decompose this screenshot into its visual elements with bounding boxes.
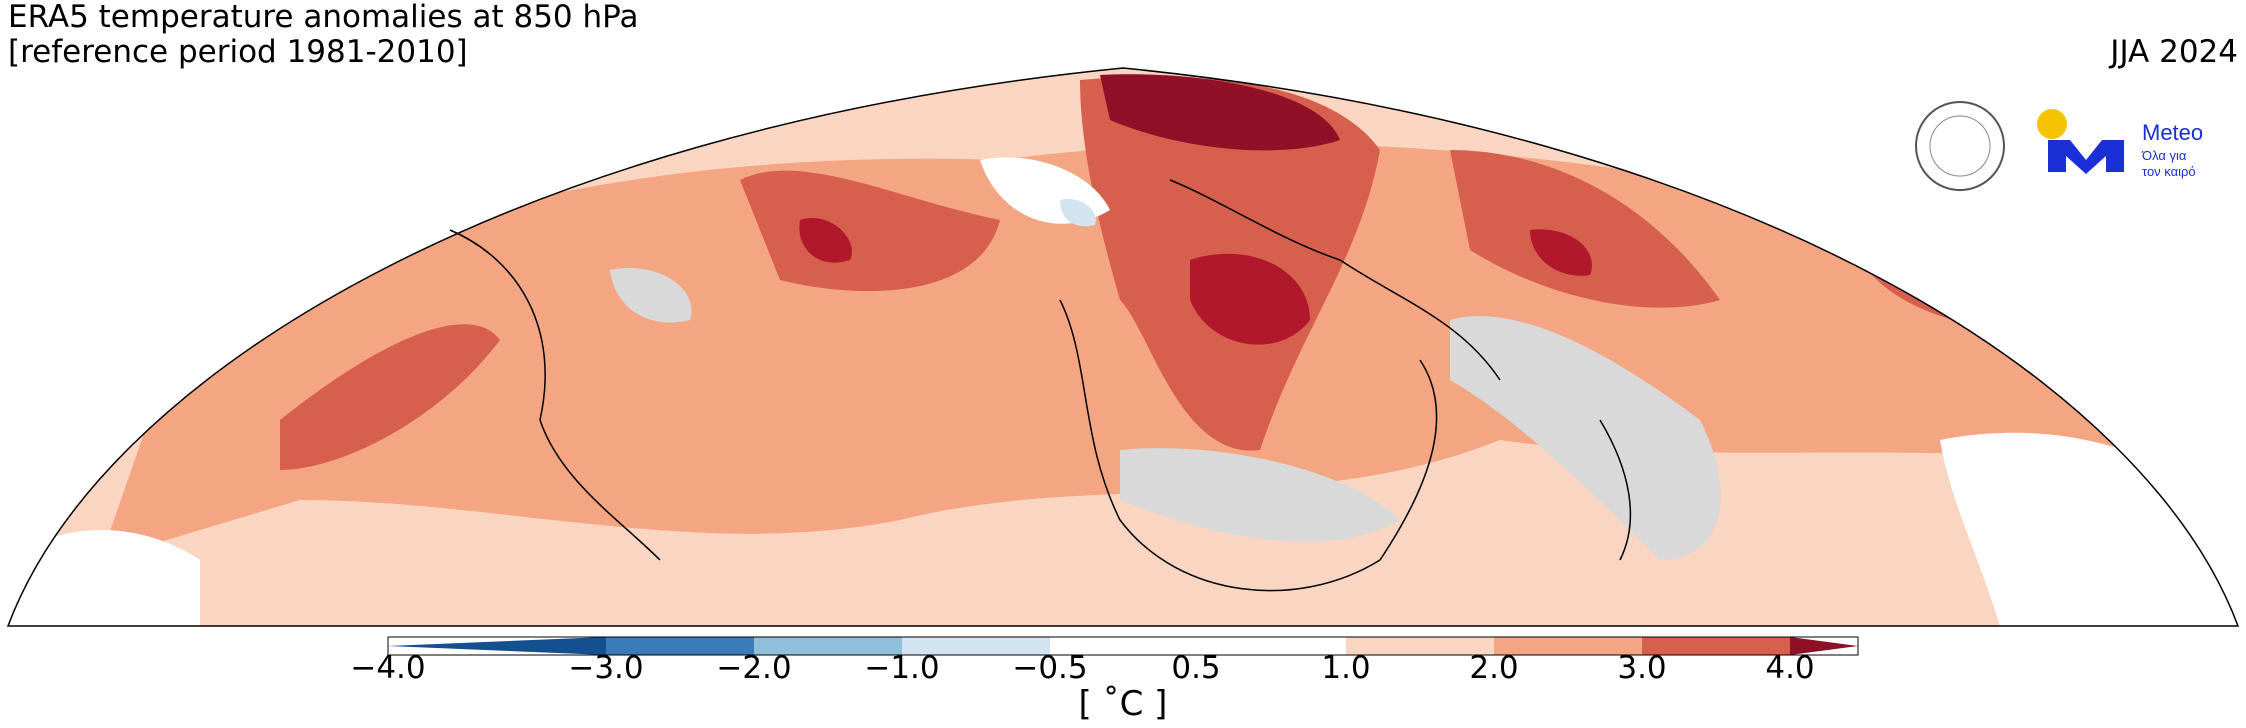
colorbar-bin-7 xyxy=(1642,637,1790,655)
colorbar-neutral-bin xyxy=(1050,637,1346,655)
anomaly-region-3-4-balkans xyxy=(1190,253,1310,345)
colorbar-tick: 2.0 xyxy=(1469,650,1519,686)
colorbar-tick: 4.0 xyxy=(1765,650,1815,686)
anomaly-region-neutral-south-asia xyxy=(1450,316,1721,560)
coastlines xyxy=(449,179,1632,592)
colorbar-unit-label: [ ˚C ] xyxy=(1078,684,1168,724)
colorbar-bin-6 xyxy=(1494,637,1642,655)
observatory-seal-icon xyxy=(1915,101,2005,191)
colorbar-bin-5 xyxy=(1346,637,1494,655)
colorbar-tick: 1.0 xyxy=(1321,650,1371,686)
colorbar-tick: 3.0 xyxy=(1617,650,1667,686)
title-line-2: [reference period 1981-2010] xyxy=(8,34,468,70)
anomaly-region-neutral-north-america xyxy=(610,268,692,323)
meteo-m-icon xyxy=(2048,140,2124,174)
coastline-eurasia xyxy=(1169,179,1501,381)
anomaly-region-none-southwest xyxy=(8,530,200,626)
logos-svg: Meteo Όλα για τον καιρό xyxy=(1915,101,2203,191)
anomaly-region-3-4-siberia xyxy=(1530,229,1592,276)
observatory-seal-inner-icon xyxy=(1929,115,1991,177)
anomaly-region-3-4-greenland xyxy=(799,218,852,263)
coastline-india xyxy=(1599,419,1632,561)
coastline-africa xyxy=(1059,299,1438,592)
colorbar-tick: −0.5 xyxy=(1012,650,1088,686)
colorbar xyxy=(387,636,1859,656)
anomaly-region-2-3-north-america xyxy=(740,170,1000,292)
title-line-1: ERA5 temperature anomalies at 850 hPa xyxy=(8,0,639,35)
colorbar-bin-1 xyxy=(606,637,754,655)
map-outline xyxy=(6,67,2240,627)
colorbar-bin-3 xyxy=(902,637,1050,655)
map-title: ERA5 temperature anomalies at 850 hPa [r… xyxy=(8,0,638,70)
colorbar-tick: 0.5 xyxy=(1171,650,1221,686)
anomaly-region-cool-small xyxy=(1060,199,1096,227)
season-label: JJA 2024 xyxy=(2110,34,2238,70)
coastline-americas xyxy=(449,229,661,561)
meteo-tagline-1: Όλα για xyxy=(2141,148,2187,163)
logos: Meteo Όλα για τον καιρό xyxy=(1910,100,2240,200)
colorbar-tick: −2.0 xyxy=(716,650,792,686)
meteo-sun-icon xyxy=(2037,109,2067,139)
meteo-name: Meteo xyxy=(2142,120,2203,145)
colorbar-max-arrow xyxy=(1790,637,1858,655)
anomaly-region-2-3-siberia xyxy=(1450,150,1720,308)
colorbar-bin-2 xyxy=(754,637,902,655)
colorbar-tick: −3.0 xyxy=(568,650,644,686)
colorbar-tick: −4.0 xyxy=(350,650,426,686)
anomaly-region-neutral-sahel xyxy=(1120,448,1400,542)
colorbar-tick: −1.0 xyxy=(864,650,940,686)
meteo-tagline-2: τον καιρό xyxy=(2142,164,2196,179)
anomaly-region-4-scandinavia xyxy=(1100,74,1340,151)
colorbar-min-arrow xyxy=(388,637,606,655)
colorbar-frame xyxy=(387,636,1859,656)
anomaly-region-2-3-pacific xyxy=(280,324,500,470)
